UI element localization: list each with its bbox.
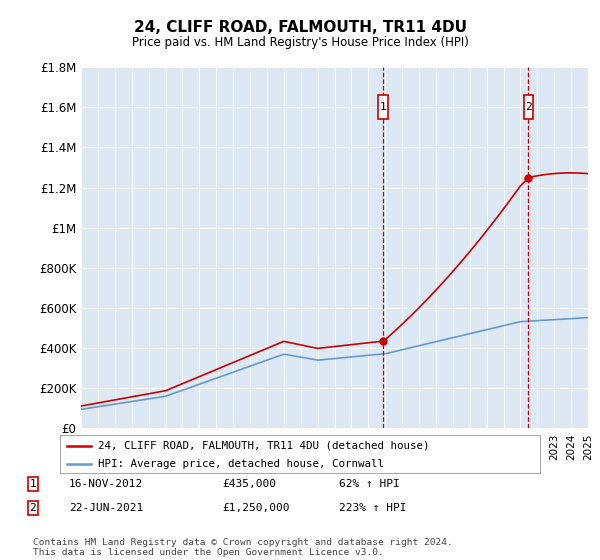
- Text: Price paid vs. HM Land Registry's House Price Index (HPI): Price paid vs. HM Land Registry's House …: [131, 36, 469, 49]
- Text: 1: 1: [380, 102, 386, 113]
- Text: 62% ↑ HPI: 62% ↑ HPI: [339, 479, 400, 489]
- Text: 24, CLIFF ROAD, FALMOUTH, TR11 4DU (detached house): 24, CLIFF ROAD, FALMOUTH, TR11 4DU (deta…: [98, 441, 430, 451]
- Text: 2: 2: [525, 102, 532, 113]
- FancyBboxPatch shape: [379, 95, 388, 119]
- Text: 24, CLIFF ROAD, FALMOUTH, TR11 4DU: 24, CLIFF ROAD, FALMOUTH, TR11 4DU: [133, 20, 467, 35]
- Text: 223% ↑ HPI: 223% ↑ HPI: [339, 503, 407, 514]
- Text: 16-NOV-2012: 16-NOV-2012: [69, 479, 143, 489]
- Text: HPI: Average price, detached house, Cornwall: HPI: Average price, detached house, Corn…: [98, 459, 385, 469]
- Text: 2: 2: [29, 503, 37, 514]
- Text: £1,250,000: £1,250,000: [222, 503, 290, 514]
- Text: £435,000: £435,000: [222, 479, 276, 489]
- Text: 22-JUN-2021: 22-JUN-2021: [69, 503, 143, 514]
- Text: Contains HM Land Registry data © Crown copyright and database right 2024.
This d: Contains HM Land Registry data © Crown c…: [33, 538, 453, 557]
- FancyBboxPatch shape: [524, 95, 533, 119]
- Text: 1: 1: [29, 479, 37, 489]
